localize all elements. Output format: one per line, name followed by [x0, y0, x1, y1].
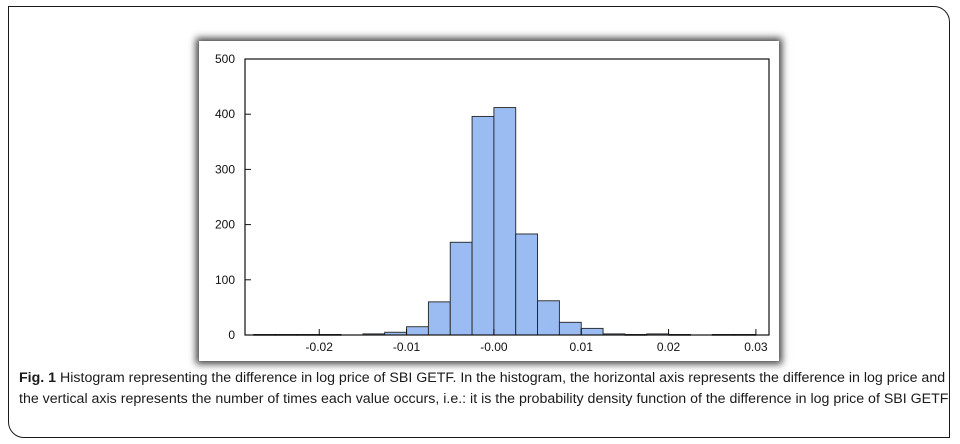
y-tick-label-4: 400 — [215, 107, 235, 121]
histogram-bar-13 — [537, 300, 560, 336]
histogram-bar-8 — [427, 301, 451, 336]
histogram-bar-14 — [558, 321, 582, 336]
y-tick-label-2: 200 — [215, 218, 235, 232]
figure-caption: Fig. 1 Histogram representing the differ… — [19, 368, 949, 410]
x-tick-label-2: -0.00 — [480, 340, 508, 354]
x-tick-label-3: 0.01 — [570, 340, 594, 354]
x-tick-label-4: 0.02 — [657, 340, 681, 354]
histogram-chart: 0 100 200 300 400 500 -0.02 -0.01 -0.00 0.01 0.02 0… — [215, 52, 770, 354]
x-tick-label-0: -0.02 — [306, 340, 334, 354]
histogram-bar-11 — [493, 107, 517, 336]
figure-frame: 0 100 200 300 400 500 -0.02 -0.01 -0.00 0.01 0.02 0… — [8, 6, 950, 438]
histogram-bar-15 — [580, 327, 604, 336]
plot-area-border — [244, 58, 770, 336]
figure-label: Fig. 1 — [19, 370, 57, 386]
x-tick-label-1: -0.01 — [393, 340, 421, 354]
y-tick-label-5: 500 — [215, 52, 235, 66]
y-tick-label-1: 100 — [215, 273, 235, 287]
figure-caption-text: Histogram representing the difference in… — [19, 370, 949, 407]
y-tick-label-0: 0 — [228, 328, 235, 342]
histogram-bar-7 — [406, 326, 429, 336]
histogram-bar-12 — [515, 233, 539, 336]
y-tick-label-3: 300 — [215, 162, 235, 176]
histogram-bar-9 — [449, 241, 473, 336]
histogram-panel: 0 100 200 300 400 500 -0.02 -0.01 -0.00 0.01 0.02 0… — [199, 41, 779, 361]
histogram-bar-10 — [471, 115, 495, 336]
x-tick-label-5: 0.03 — [744, 340, 768, 354]
